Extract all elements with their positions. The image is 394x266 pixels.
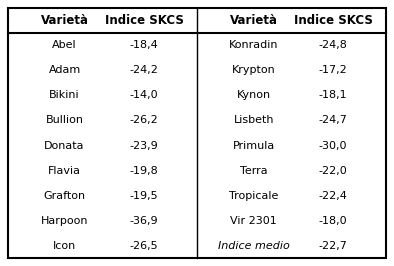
Text: -24,8: -24,8 [319, 40, 348, 51]
Text: -22,7: -22,7 [319, 240, 348, 251]
Text: Varietà: Varietà [230, 14, 278, 27]
Text: -14,0: -14,0 [130, 90, 158, 101]
Text: Abel: Abel [52, 40, 77, 51]
Text: -22,4: -22,4 [319, 190, 348, 201]
Text: -19,5: -19,5 [130, 190, 158, 201]
Text: Primula: Primula [232, 140, 275, 151]
Text: Terra: Terra [240, 165, 268, 176]
Text: Varietà: Varietà [41, 14, 89, 27]
Text: Bikini: Bikini [49, 90, 80, 101]
Text: -18,1: -18,1 [319, 90, 348, 101]
Text: -24,7: -24,7 [319, 115, 348, 126]
Text: Harpoon: Harpoon [41, 215, 88, 226]
Text: -22,0: -22,0 [319, 165, 348, 176]
Text: -23,9: -23,9 [130, 140, 158, 151]
Text: Flavia: Flavia [48, 165, 81, 176]
Text: Lisbeth: Lisbeth [234, 115, 274, 126]
Text: Vir 2301: Vir 2301 [230, 215, 277, 226]
Text: -30,0: -30,0 [319, 140, 348, 151]
Text: Icon: Icon [53, 240, 76, 251]
Text: Donata: Donata [45, 140, 85, 151]
Text: -24,2: -24,2 [130, 65, 158, 76]
Text: -26,5: -26,5 [130, 240, 158, 251]
Text: -18,0: -18,0 [319, 215, 348, 226]
Text: Indice medio: Indice medio [218, 240, 290, 251]
Text: Adam: Adam [48, 65, 81, 76]
Text: -17,2: -17,2 [319, 65, 348, 76]
Text: -36,9: -36,9 [130, 215, 158, 226]
Text: Indice SKCS: Indice SKCS [105, 14, 184, 27]
FancyBboxPatch shape [8, 8, 386, 258]
Text: Indice SKCS: Indice SKCS [294, 14, 373, 27]
Text: -18,4: -18,4 [130, 40, 158, 51]
Text: Tropicale: Tropicale [229, 190, 279, 201]
Text: -26,2: -26,2 [130, 115, 158, 126]
Text: Grafton: Grafton [44, 190, 85, 201]
Text: Kynon: Kynon [237, 90, 271, 101]
Text: -19,8: -19,8 [130, 165, 158, 176]
Text: Konradin: Konradin [229, 40, 279, 51]
Text: Bullion: Bullion [46, 115, 84, 126]
Text: Krypton: Krypton [232, 65, 276, 76]
